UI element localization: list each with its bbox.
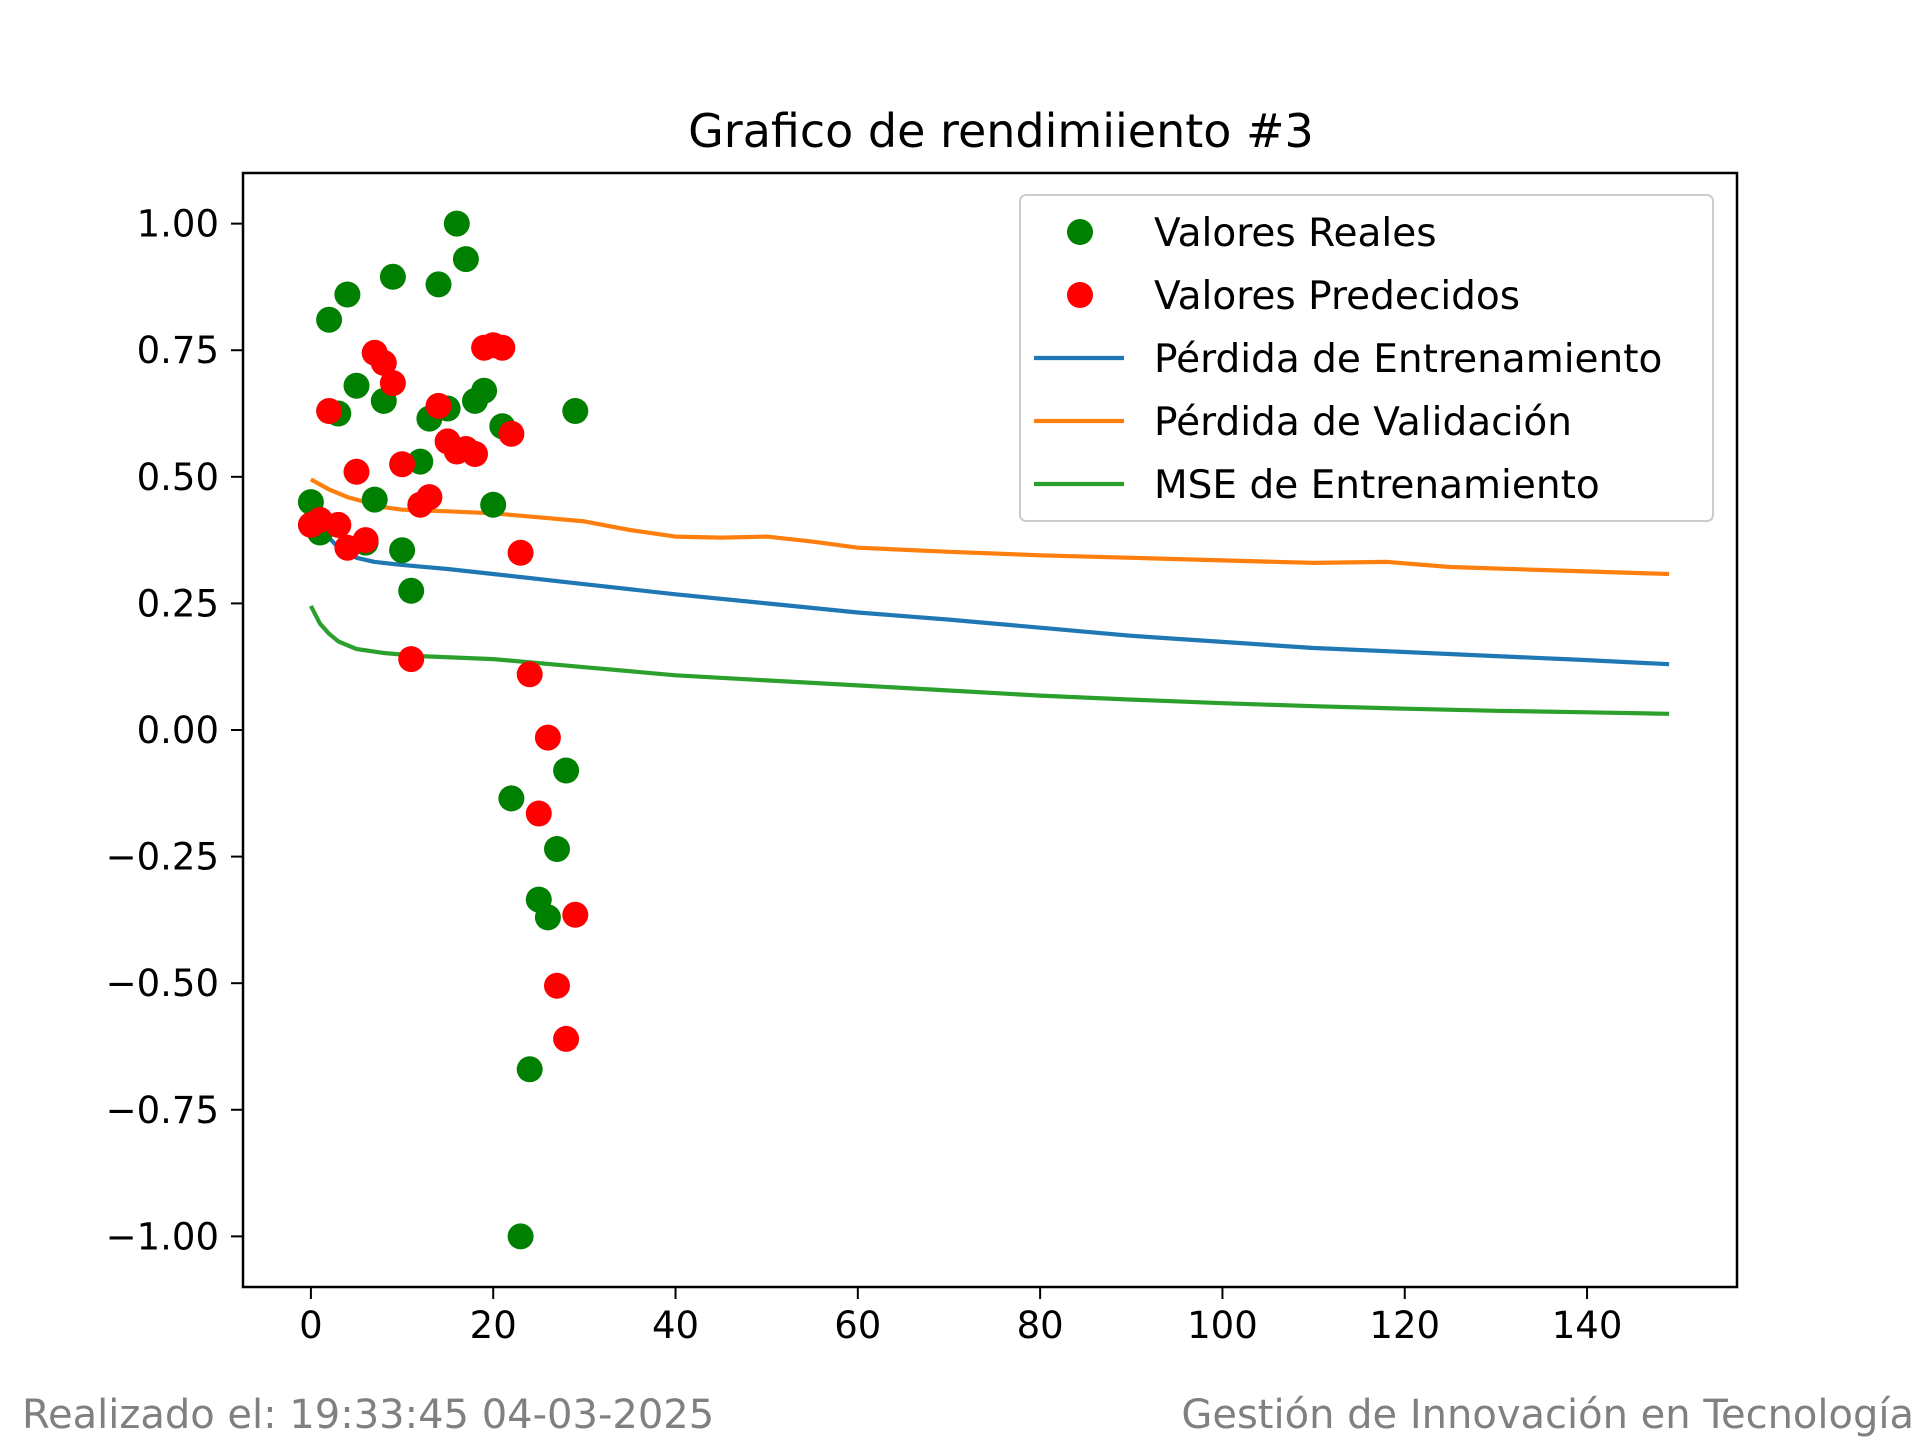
scatter-point-s1-20 <box>480 491 507 518</box>
scatter-point-s1-19 <box>471 377 498 404</box>
scatter-point-s2-8 <box>370 349 397 376</box>
x-tick-label: 40 <box>652 1304 699 1347</box>
scatter-point-s1-5 <box>343 372 370 399</box>
series-line-1 <box>309 515 1670 667</box>
y-tick-label: 1.00 <box>137 203 219 246</box>
y-tick-label: −1.00 <box>106 1215 219 1258</box>
scatter-point-s1-17 <box>452 246 479 273</box>
scatter-point-s2-9 <box>379 370 406 397</box>
scatter-point-s1-16 <box>443 210 470 237</box>
axes: 0 20 40 60 80 100 120 140 1.00 0.75 0.50 0.25 0.00 −0… <box>106 203 1623 1347</box>
x-tick-label: 60 <box>834 1304 881 1347</box>
scatter-point-s2-27 <box>544 972 570 999</box>
scatter-point-s2-6 <box>352 527 379 554</box>
scatter-point-s1-11 <box>398 577 425 604</box>
scatter-point-s1-29 <box>562 398 589 424</box>
scatter-point-s1-14 <box>425 271 452 298</box>
y-tick-label: 0.75 <box>137 329 219 372</box>
y-tick-label: −0.25 <box>106 836 219 879</box>
x-tick-label: 0 <box>299 1304 323 1347</box>
scatter-point-s2-29 <box>562 901 589 928</box>
scatter-point-s2-10 <box>389 451 416 478</box>
scatter-point-s2-26 <box>534 724 561 751</box>
scatter-point-s2-5 <box>343 458 370 485</box>
scatter-point-s1-23 <box>507 1223 534 1250</box>
scatter-point-s2-21 <box>489 334 516 361</box>
scatter-point-s1-22 <box>498 785 525 812</box>
footer-organization: Gestión de Innovación en Tecnología <box>1181 1392 1914 1438</box>
legend-label: Valores Predecidos <box>1154 274 1520 319</box>
scatter-point-s2-18 <box>462 441 488 467</box>
legend-label: Pérdida de Entrenamiento <box>1154 337 1662 382</box>
x-tick-label: 20 <box>470 1304 517 1347</box>
scatter-point-s1-9 <box>379 263 406 290</box>
x-tick-label: 100 <box>1187 1304 1258 1347</box>
scatter-point-s2-24 <box>516 661 543 688</box>
scatter-point-s2-25 <box>525 800 552 827</box>
legend-label: Valores Reales <box>1154 211 1437 256</box>
scatter-point-s2-3 <box>325 511 352 538</box>
chart-title: Grafico de rendimiiento #3 <box>688 104 1314 158</box>
legend: Valores Reales Valores Predecidos Pérdida … <box>1019 194 1714 522</box>
legend-marker-dot <box>1067 282 1093 308</box>
scatter-point-s2-22 <box>498 420 525 447</box>
scatter-point-s1-27 <box>544 836 570 862</box>
footer-timestamp: Realizado el: 19:33:45 04-03-2025 <box>22 1392 715 1438</box>
scatter-point-s1-28 <box>553 757 580 784</box>
y-tick-label: 0.25 <box>137 582 219 625</box>
scatter-point-s2-11 <box>398 646 425 673</box>
x-tick-label: 140 <box>1552 1304 1623 1347</box>
legend-label: Pérdida de Validación <box>1154 400 1572 445</box>
scatter-point-s1-26 <box>534 904 561 931</box>
legend-marker-dot <box>1067 219 1093 245</box>
scatter-point-s1-4 <box>334 281 361 308</box>
scatter-point-s1-7 <box>361 486 388 513</box>
scatter-point-s2-28 <box>553 1025 580 1052</box>
legend-label: MSE de Entrenamiento <box>1154 463 1600 508</box>
y-tick-label: 0.50 <box>137 456 219 499</box>
x-tick-label: 120 <box>1369 1304 1440 1347</box>
x-tick-label: 80 <box>1017 1304 1064 1347</box>
y-tick-label: −0.50 <box>106 962 219 1005</box>
plot-area <box>297 210 1670 1250</box>
series-line-3 <box>309 604 1670 716</box>
scatter-point-s2-14 <box>425 392 452 419</box>
scatter-point-s1-10 <box>389 537 416 564</box>
y-tick-label: 0.00 <box>137 709 219 752</box>
scatter-point-s2-23 <box>507 539 534 566</box>
scatter-point-s2-2 <box>316 398 343 424</box>
scatter-point-s1-24 <box>516 1056 543 1083</box>
y-tick-label: −0.75 <box>106 1089 219 1132</box>
scatter-point-s2-13 <box>416 484 443 511</box>
legend-box <box>1019 194 1714 522</box>
scatter-point-s1-2 <box>316 306 343 333</box>
